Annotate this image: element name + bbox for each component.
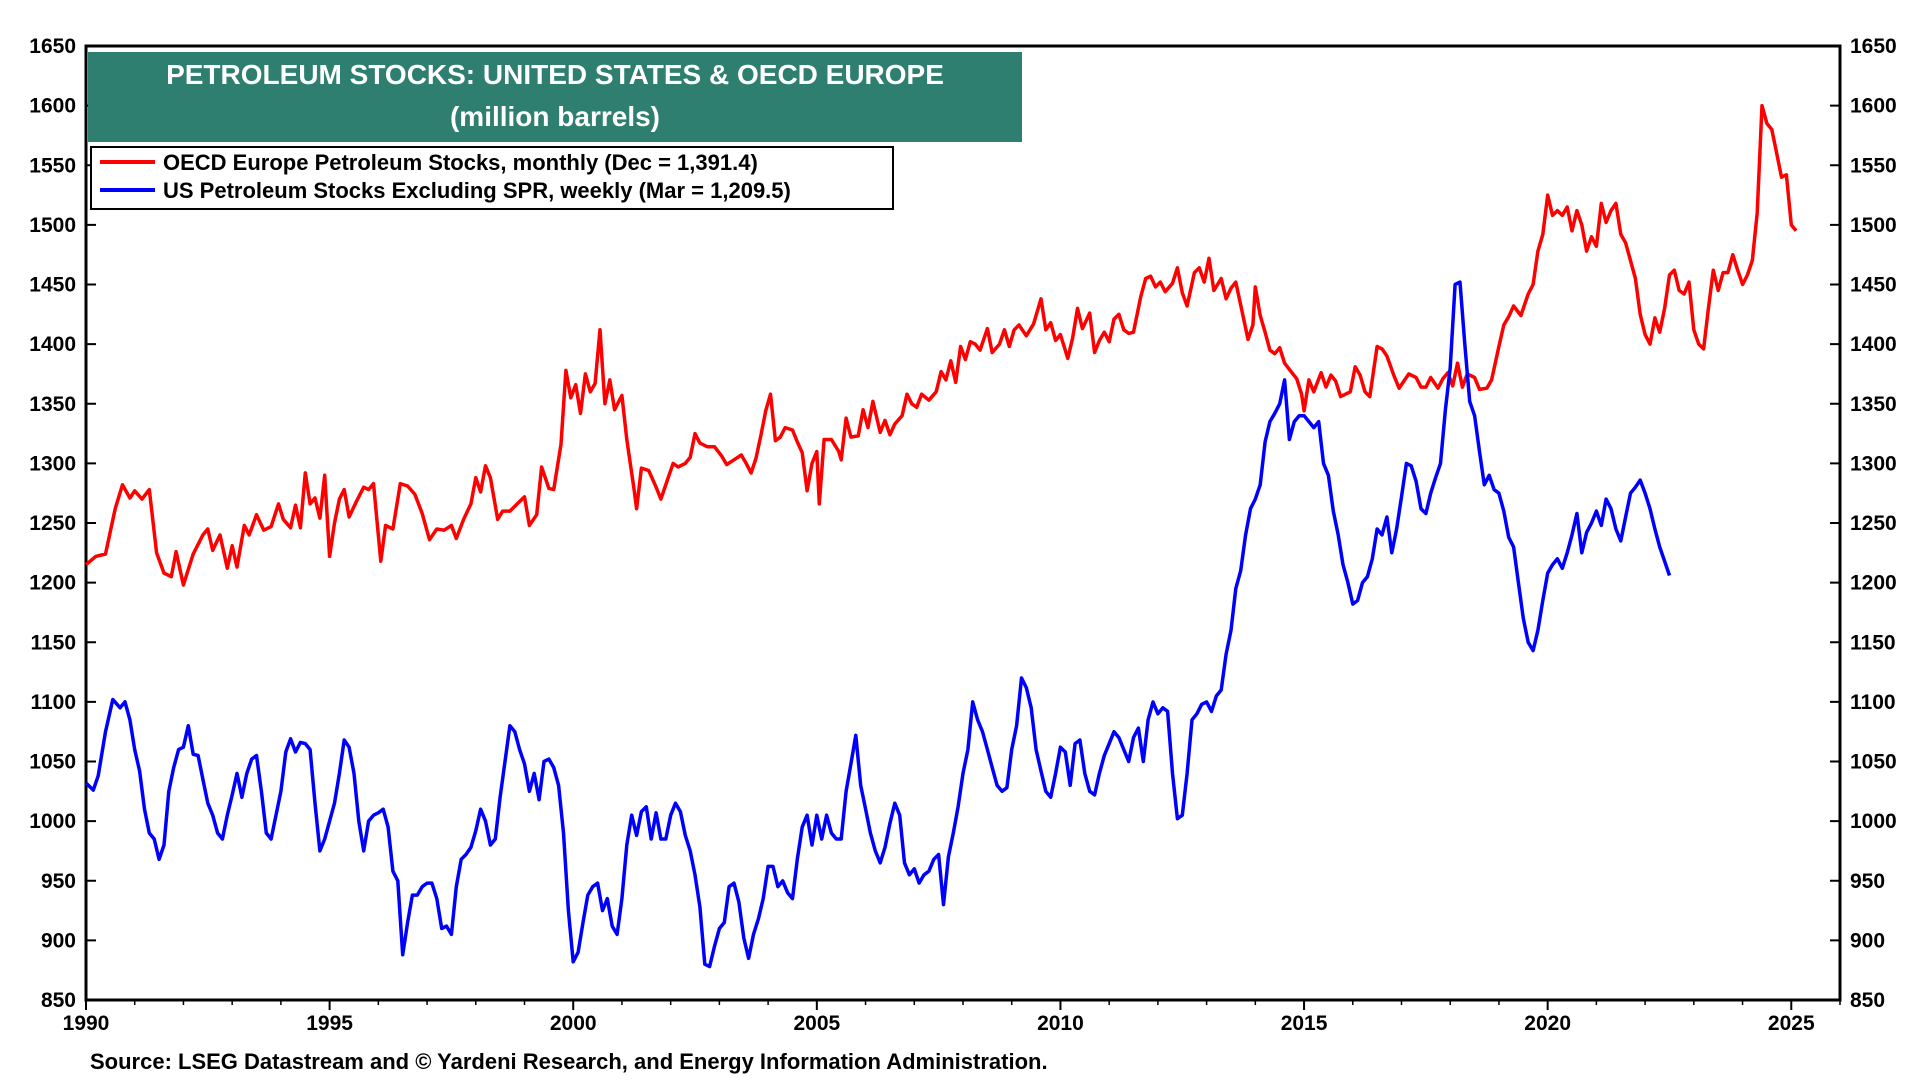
chart-subtitle: (million barrels) [450, 101, 660, 132]
y-tick-label-left: 1650 [29, 35, 76, 58]
y-tick-label-right: 1400 [1850, 333, 1897, 356]
y-tick-label-left: 1450 [29, 274, 76, 297]
chart-title: PETROLEUM STOCKS: UNITED STATES & OECD E… [166, 59, 944, 90]
y-tick-label-right: 900 [1850, 929, 1885, 952]
y-tick-label-left: 1400 [29, 333, 76, 356]
x-tick-label: 1995 [306, 1012, 353, 1035]
y-axis: 850 850 900 900 950 950 1000 1000 1050 1050 1100 11… [29, 35, 1896, 1012]
x-tick-label: 2000 [550, 1012, 597, 1035]
y-tick-label-right: 1300 [1850, 452, 1897, 475]
y-tick-label-right: 1050 [1850, 751, 1897, 774]
y-tick-label-right: 850 [1850, 989, 1885, 1012]
y-tick-label-left: 1150 [30, 631, 76, 654]
y-tick-label-right: 1500 [1850, 214, 1897, 237]
x-tick-label: 2005 [793, 1012, 840, 1035]
legend-label-oecd: OECD Europe Petroleum Stocks, monthly (D… [163, 150, 758, 175]
x-tick-label: 2010 [1037, 1012, 1084, 1035]
y-tick-label-left: 1500 [29, 214, 76, 237]
y-tick-label-right: 1200 [1850, 572, 1897, 595]
x-tick-label: 1990 [63, 1012, 110, 1035]
y-tick-label-right: 1550 [1850, 154, 1897, 177]
y-tick-label-right: 1450 [1850, 274, 1897, 297]
y-tick-label-right: 1350 [1850, 393, 1897, 416]
y-tick-label-left: 1350 [29, 393, 76, 416]
y-tick-label-left: 1050 [29, 751, 76, 774]
series-line-oecd-europe [84, 103, 1798, 587]
y-tick-label-right: 1100 [1850, 691, 1896, 714]
y-tick-label-right: 1250 [1850, 512, 1897, 535]
y-tick-label-right: 1000 [1850, 810, 1897, 833]
series-lines [84, 103, 1798, 969]
title-box: PETROLEUM STOCKS: UNITED STATES & OECD E… [88, 52, 1022, 142]
y-tick-label-left: 1600 [29, 95, 76, 118]
y-tick-label-left: 1200 [29, 572, 76, 595]
legend-box [90, 146, 894, 210]
y-tick-label-right: 950 [1850, 870, 1885, 893]
x-tick-label: 2020 [1524, 1012, 1571, 1035]
legend: OECD Europe Petroleum Stocks, monthly (D… [90, 146, 894, 210]
y-tick-label-left: 950 [41, 870, 76, 893]
y-tick-label-right: 1150 [1850, 631, 1896, 654]
y-tick-label-right: 1600 [1850, 95, 1897, 118]
y-tick-label-left: 1000 [29, 810, 76, 833]
y-tick-label-left: 850 [41, 989, 76, 1012]
y-tick-label-left: 1300 [29, 452, 76, 475]
series-line-us [84, 280, 1672, 969]
y-tick-label-left: 1250 [29, 512, 76, 535]
x-tick-label: 2025 [1768, 1012, 1815, 1035]
y-tick-label-left: 900 [41, 929, 76, 952]
x-axis: 1990 1995 2000 2005 2010 2015 2020 2025 [63, 1000, 1841, 1035]
y-tick-label-right: 1650 [1850, 35, 1897, 58]
y-tick-label-left: 1550 [29, 154, 76, 177]
source-note: Source: LSEG Datastream and © Yardeni Re… [90, 1049, 1048, 1074]
x-tick-label: 2015 [1281, 1012, 1328, 1035]
title-background [88, 52, 1022, 142]
y-tick-label-left: 1100 [30, 691, 76, 714]
legend-label-us: US Petroleum Stocks Excluding SPR, weekl… [163, 178, 791, 203]
